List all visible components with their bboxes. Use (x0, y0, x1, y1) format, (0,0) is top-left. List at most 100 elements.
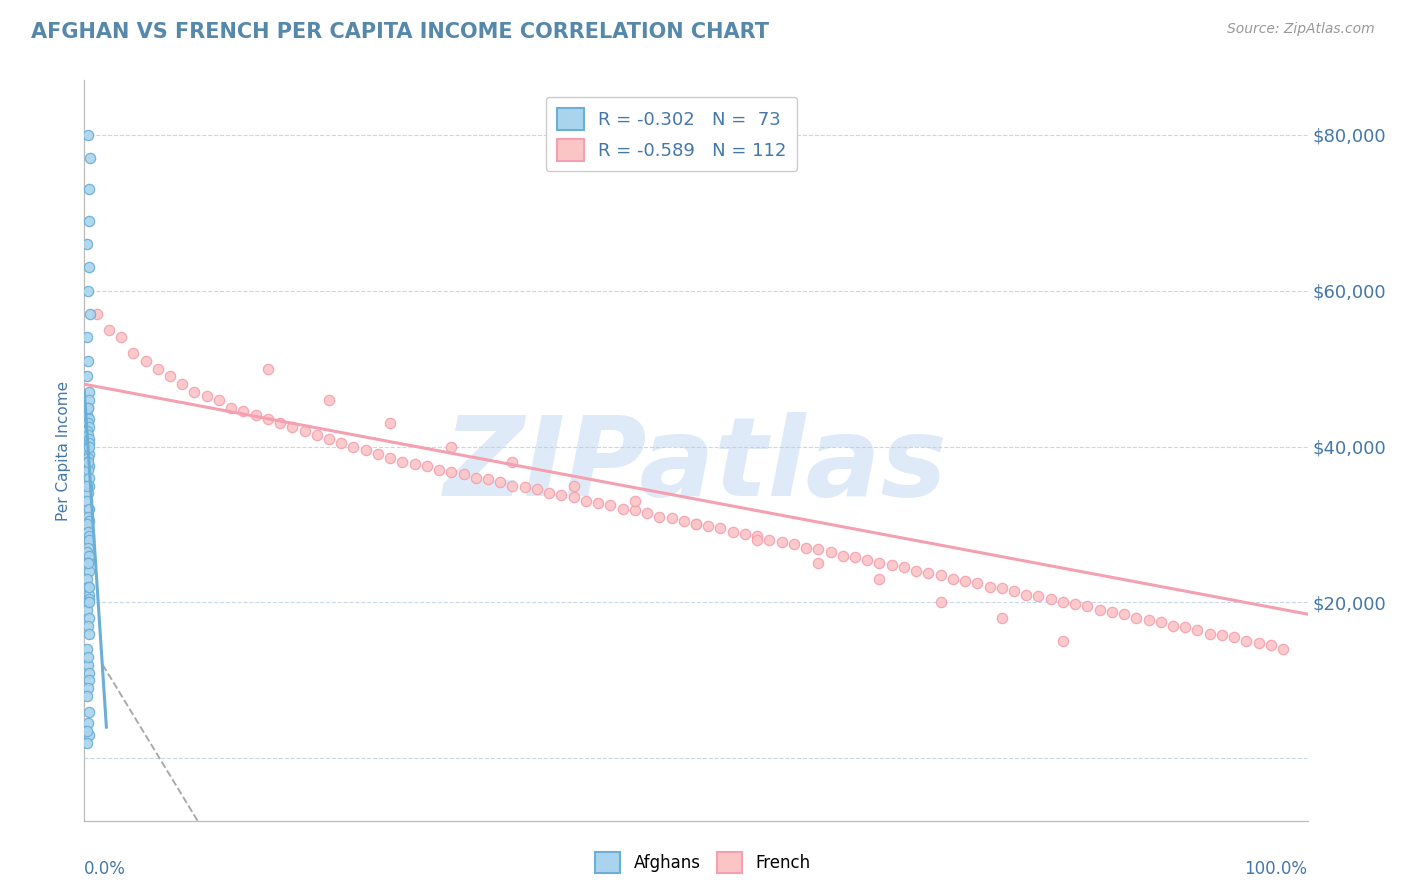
Point (538, 486, 561, 500)
Point (135, 354, 157, 368)
Text: Source: ZipAtlas.com: Source: ZipAtlas.com (1227, 22, 1375, 37)
Point (709, 521, 731, 535)
Point (77, 284, 100, 298)
Point (1002, 583, 1025, 598)
Point (831, 549, 853, 563)
Point (342, 440, 364, 454)
Point (76, 455, 98, 469)
Point (77, 458, 100, 473)
Point (76, 689, 98, 703)
Point (856, 552, 879, 566)
Point (77, 401, 100, 415)
Point (721, 525, 744, 540)
Point (77, 591, 100, 606)
Point (562, 478, 585, 492)
Point (77, 432, 100, 446)
Point (1064, 597, 1087, 611)
Point (77, 440, 100, 454)
Legend: Afghans, French: Afghans, French (589, 846, 817, 880)
Point (219, 401, 242, 415)
Point (281, 420, 304, 434)
Point (330, 435, 353, 450)
Point (599, 498, 621, 512)
Point (76, 545, 98, 559)
Point (79, 151, 101, 165)
Point (942, 572, 965, 586)
Point (893, 560, 915, 574)
Point (697, 519, 720, 533)
Point (844, 550, 866, 565)
Point (76, 369, 98, 384)
Point (953, 574, 976, 588)
Point (76, 603, 98, 617)
Point (1174, 620, 1197, 634)
Point (783, 537, 806, 551)
Point (562, 490, 585, 504)
Point (991, 582, 1014, 596)
Point (97, 323, 120, 337)
Point (77, 502, 100, 516)
Point (77, 486, 100, 500)
Text: 100.0%: 100.0% (1244, 860, 1308, 878)
Point (77, 716, 100, 731)
Point (77, 657, 100, 672)
Point (76, 494, 98, 508)
Point (77, 533, 100, 547)
Point (1137, 613, 1160, 627)
Point (979, 580, 1001, 594)
Point (416, 458, 439, 473)
Point (172, 377, 194, 392)
Text: AFGHAN VS FRENCH PER CAPITA INCOME CORRELATION CHART: AFGHAN VS FRENCH PER CAPITA INCOME CORRE… (31, 22, 769, 42)
Point (929, 568, 952, 582)
Point (77, 549, 100, 563)
Point (869, 557, 891, 571)
Point (991, 611, 1014, 625)
Point (294, 424, 316, 438)
Point (146, 361, 169, 376)
Point (77, 354, 100, 368)
Point (77, 588, 100, 602)
Point (77, 384, 100, 399)
Point (77, 564, 100, 578)
Point (86, 307, 108, 321)
Text: 0.0%: 0.0% (84, 860, 127, 878)
Point (1187, 623, 1209, 637)
Point (77, 541, 100, 555)
Point (77, 525, 100, 540)
Point (77, 557, 100, 571)
Point (648, 509, 671, 524)
Point (305, 428, 328, 442)
Point (612, 502, 634, 516)
Point (380, 416, 402, 430)
Point (929, 595, 952, 609)
Point (1052, 595, 1074, 609)
Point (880, 558, 903, 572)
Point (966, 576, 988, 591)
Point (76, 443, 98, 458)
Point (917, 566, 939, 580)
Point (77, 435, 100, 450)
Point (820, 545, 842, 559)
Point (77, 673, 100, 688)
Point (77, 665, 100, 680)
Point (77, 595, 100, 609)
Point (354, 443, 377, 458)
Point (77, 619, 100, 633)
Point (661, 511, 683, 525)
Point (77, 463, 100, 477)
Point (1150, 615, 1173, 629)
Point (122, 346, 145, 360)
Point (794, 541, 817, 555)
Point (1114, 607, 1136, 621)
Point (77, 428, 100, 442)
Point (526, 483, 548, 497)
Point (318, 432, 340, 446)
Point (76, 409, 98, 423)
Point (1272, 642, 1295, 657)
Point (905, 564, 928, 578)
Point (77, 626, 100, 640)
Point (404, 457, 426, 471)
Point (77, 182, 100, 196)
Point (183, 384, 205, 399)
Point (1039, 591, 1062, 606)
